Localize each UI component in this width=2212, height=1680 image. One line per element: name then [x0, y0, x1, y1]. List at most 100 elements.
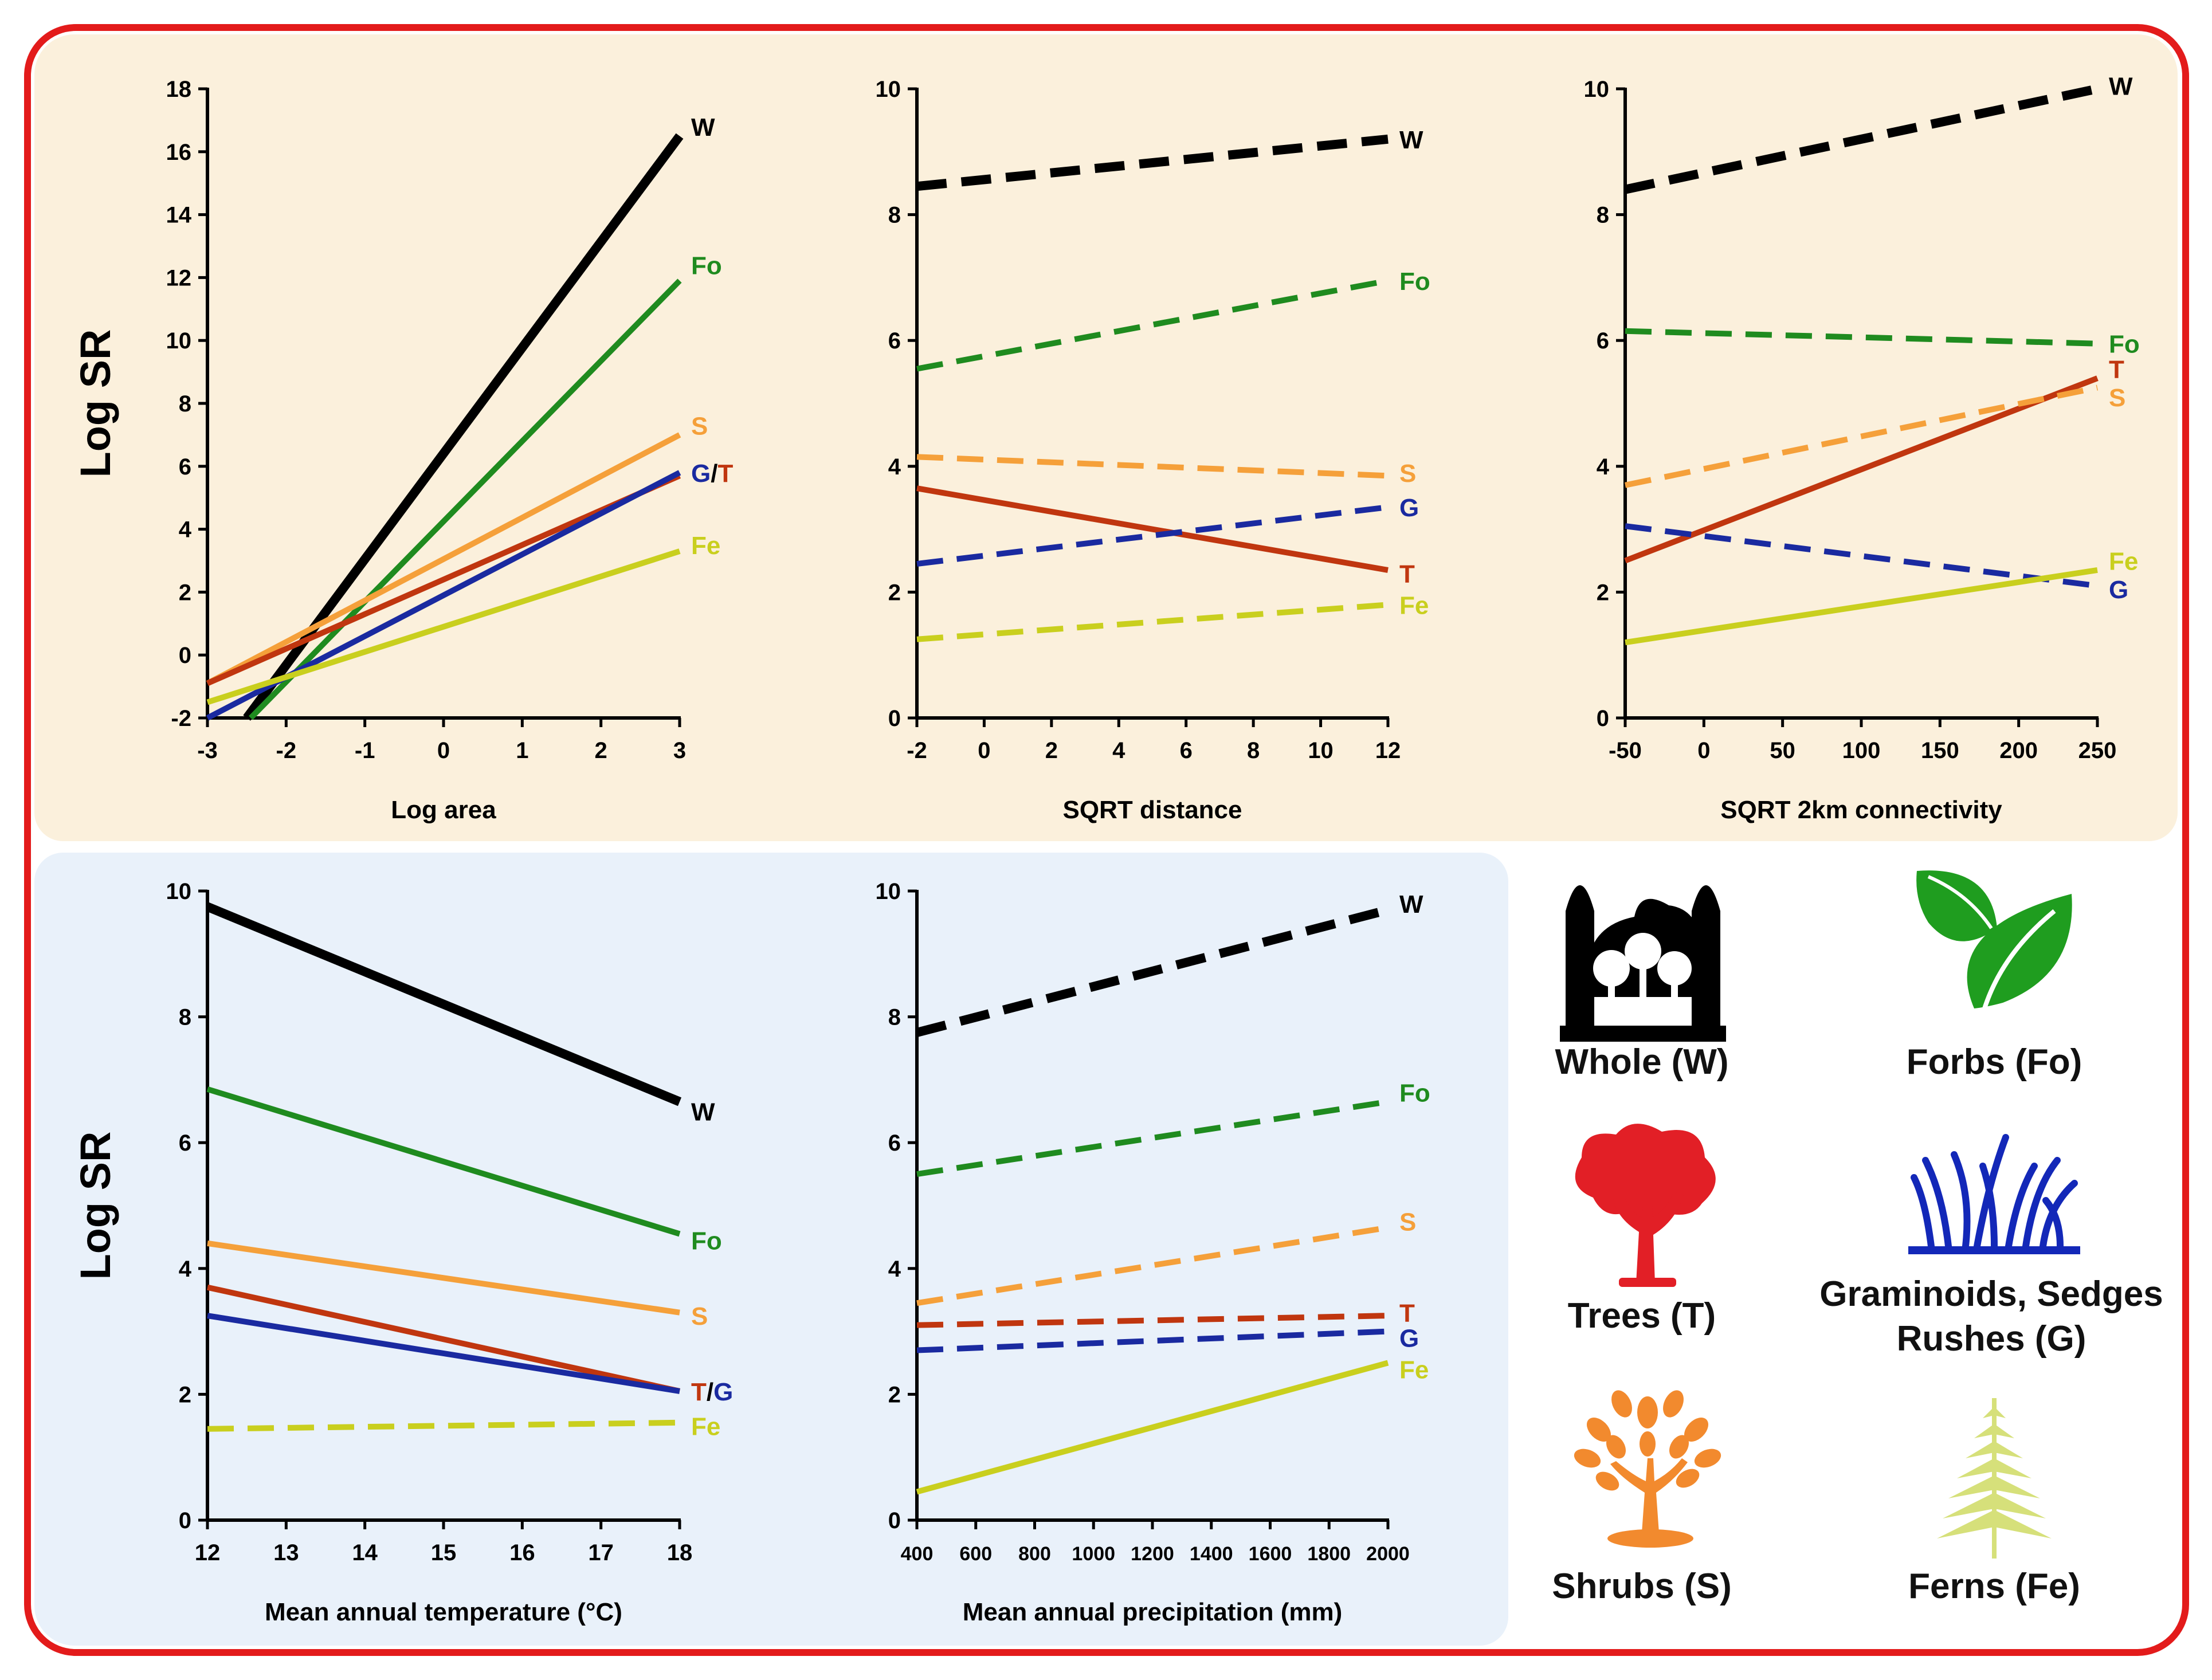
top-right-x-tick-label: 150	[1921, 738, 1959, 763]
bottom-middle-x-tick-label: 1600	[1249, 1543, 1292, 1565]
bottom-left-x-tick-label: 15	[431, 1540, 457, 1565]
top-right-x-axis-title: SQRT 2km connectivity	[1720, 796, 2002, 824]
top-middle-y-tick-label: 8	[888, 203, 901, 228]
top-left-x-axis-title: Log area	[391, 796, 496, 824]
top-left-end-label: S	[691, 412, 708, 440]
top-left-end-label-part: T	[717, 460, 733, 488]
top-left-y-tick-label: 16	[166, 140, 192, 165]
top-left-x-tick-label: -1	[355, 738, 375, 763]
top-middle-end-label: G	[1399, 494, 1419, 522]
bottom-middle-end-label-part: Fo	[1399, 1079, 1430, 1107]
top-right-series-S	[1624, 384, 2099, 488]
bottom-middle-y-tick-label: 4	[888, 1257, 901, 1282]
top-middle-end-label: S	[1399, 460, 1416, 488]
top-middle-series-Fe	[916, 602, 1389, 642]
shrub-icon	[1574, 1390, 1721, 1548]
legend-forbs-label: Forbs (Fo)	[1906, 1042, 2082, 1082]
bottom-left-series-W	[205, 902, 682, 1106]
top-right-series-W	[1624, 84, 2099, 194]
top-right-end-label-part: S	[2109, 384, 2125, 412]
top-left-end-label-part: G	[691, 460, 711, 488]
top-left-end-label: W	[691, 113, 715, 142]
legend-whole-label: Whole (W)	[1555, 1042, 1729, 1082]
top-middle-end-label-part: S	[1399, 460, 1416, 488]
top-middle-end-label-part: W	[1399, 126, 1423, 154]
bottom-left-end-label-part: Fe	[691, 1412, 720, 1440]
top-right-series-Fe	[1625, 567, 2098, 646]
top-middle-end-label-part: G	[1399, 494, 1419, 522]
bottom-left-x-tick-label: 14	[352, 1540, 378, 1565]
bottom-middle-series-Fo	[916, 1098, 1389, 1177]
bottom-left-y-tick-label: 6	[179, 1131, 191, 1156]
fern-icon	[1937, 1398, 2052, 1559]
bottom-middle-series-Fe	[916, 1360, 1389, 1495]
legend-graminoids-line2: Rushes (G)	[1896, 1318, 2087, 1359]
top-right-x-tick-label: 0	[1697, 738, 1710, 763]
bottom-left-end-label: Fo	[691, 1227, 722, 1255]
figure-frame	[24, 24, 2189, 1656]
top-left-x-tick-label: 1	[516, 738, 528, 763]
bottom-middle-x-tick-label: 800	[1018, 1543, 1051, 1565]
top-middle-x-tick-label: 4	[1112, 738, 1125, 763]
legend-shrubs-label: Shrubs (S)	[1552, 1567, 1732, 1606]
bottom-left-end-label: S	[691, 1302, 708, 1330]
top-right-x-tick-label: 250	[2078, 738, 2117, 763]
bottom-middle-x-tick-label: 1200	[1131, 1543, 1174, 1565]
bottom-middle-end-label-part: W	[1399, 890, 1423, 918]
bottom-left-end-label-part: /	[707, 1378, 713, 1406]
bottom-middle-series-G	[916, 1328, 1389, 1353]
bottom-middle-end-label: T	[1399, 1300, 1415, 1328]
top-left-end-label-part: Fe	[691, 532, 720, 560]
bottom-left-x-axis-title: Mean annual temperature (°C)	[265, 1598, 622, 1626]
bottom-left-end-label: T/G	[691, 1378, 733, 1406]
top-middle-y-tick-label: 2	[888, 580, 901, 605]
top-left-series-Fe	[206, 548, 681, 705]
bottom-left-y-axis-title: Log SR	[72, 1132, 119, 1280]
bottom-middle-x-tick-label: 1800	[1307, 1543, 1351, 1565]
bottom-left-x-tick-label: 13	[273, 1540, 299, 1565]
top-left-series-W	[243, 133, 684, 721]
top-middle-y-tick-label: 4	[888, 454, 901, 480]
top-middle-x-axis-title: SQRT distance	[1063, 796, 1242, 824]
top-left-y-tick-label: 4	[179, 517, 192, 543]
bottom-middle-y-tick-label: 8	[888, 1005, 901, 1030]
bottom-left-x-tick-label: 18	[667, 1540, 693, 1565]
top-middle-x-tick-label: 8	[1247, 738, 1260, 763]
top-middle-end-label: Fo	[1399, 268, 1430, 296]
top-right-end-label-part: Fo	[2109, 331, 2140, 359]
top-left-y-tick-label: 12	[166, 265, 192, 291]
bottom-left-y-tick-label: 10	[166, 879, 192, 904]
top-middle-y-tick-label: 6	[888, 328, 901, 354]
bottom-left-y-tick-label: 2	[179, 1382, 191, 1407]
bottom-left-end-label-part: T	[691, 1378, 707, 1406]
legend-trees-label: Trees (T)	[1567, 1296, 1716, 1336]
top-left-y-tick-label: 0	[179, 643, 191, 668]
bottom-left-end-label-part: W	[691, 1098, 715, 1126]
top-left-end-label-part: Fo	[691, 252, 722, 280]
bottom-middle-y-tick-label: 10	[876, 879, 901, 904]
top-middle-x-tick-label: 0	[978, 738, 990, 763]
top-right-end-label: T	[2109, 356, 2124, 384]
bottom-middle-series-W	[915, 905, 1390, 1037]
top-middle-series-S	[916, 454, 1389, 479]
bottom-left-y-tick-label: 8	[179, 1005, 191, 1030]
bottom-left-series-T	[206, 1284, 681, 1394]
top-left-x-tick-label: -3	[197, 738, 218, 763]
bottom-middle-end-label: W	[1399, 890, 1423, 918]
top-right-series-Fo	[1625, 328, 2098, 347]
bottom-middle-end-label: S	[1399, 1208, 1416, 1236]
bottom-left-end-label: W	[691, 1098, 715, 1126]
top-middle-end-label-part: T	[1399, 560, 1415, 588]
top-left-series-Fo	[248, 278, 682, 720]
legend-graminoids-label: Graminoids, Sedges Rushes (G)	[1805, 1272, 2178, 1361]
top-left-x-tick-label: 3	[673, 738, 686, 763]
top-middle-end-label: Fe	[1399, 591, 1429, 619]
top-middle-y-tick-label: 0	[888, 706, 901, 731]
top-left-end-label-part: /	[711, 460, 717, 488]
bottom-middle-end-label-part: G	[1399, 1325, 1419, 1353]
top-left-x-tick-label: 2	[595, 738, 607, 763]
bottom-middle-y-tick-label: 2	[888, 1382, 901, 1407]
top-right-y-tick-label: 0	[1597, 706, 1609, 731]
bottom-left-y-tick-label: 4	[179, 1257, 192, 1282]
bottom-middle-x-tick-label: 1400	[1190, 1543, 1233, 1565]
